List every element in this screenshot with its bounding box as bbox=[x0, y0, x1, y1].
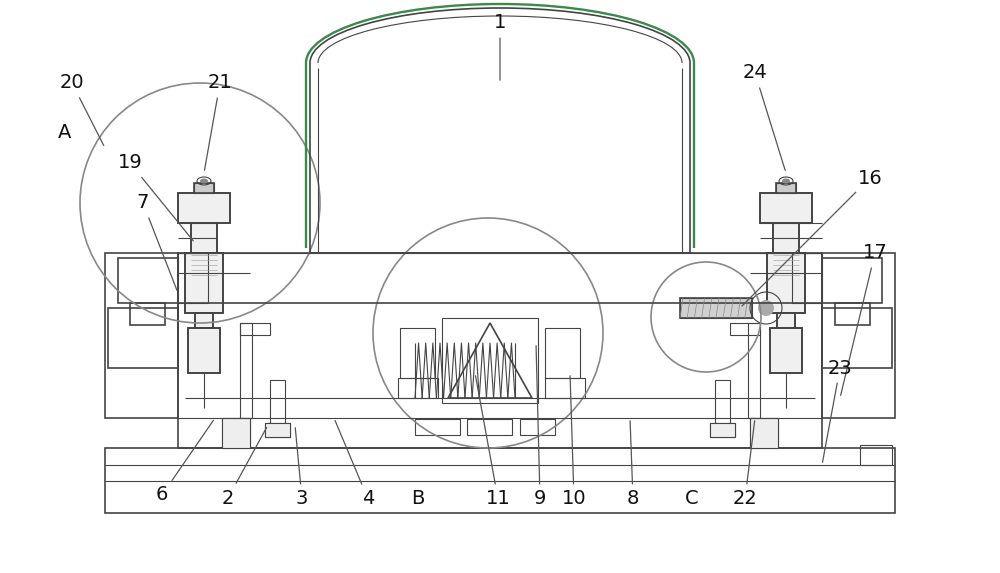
Text: 6: 6 bbox=[156, 420, 213, 504]
Bar bbox=[240, 323, 252, 418]
Circle shape bbox=[758, 300, 774, 316]
Bar bbox=[767, 253, 805, 313]
Text: 20: 20 bbox=[60, 73, 104, 146]
Bar bbox=[770, 328, 802, 373]
Bar bbox=[400, 328, 435, 378]
Text: 9: 9 bbox=[534, 346, 546, 508]
Bar bbox=[773, 223, 799, 253]
Bar bbox=[860, 445, 892, 465]
Bar bbox=[710, 423, 735, 437]
Bar bbox=[178, 193, 230, 223]
Text: 7: 7 bbox=[137, 194, 177, 291]
Bar bbox=[792, 253, 822, 303]
Bar bbox=[185, 253, 223, 313]
Bar bbox=[777, 313, 795, 328]
Bar bbox=[822, 258, 882, 303]
Text: 21: 21 bbox=[204, 73, 232, 170]
Bar bbox=[776, 183, 796, 193]
Bar bbox=[776, 183, 796, 193]
Text: 23: 23 bbox=[823, 359, 852, 462]
Bar bbox=[194, 183, 214, 193]
Bar bbox=[222, 418, 250, 448]
Bar bbox=[715, 380, 730, 425]
Bar bbox=[240, 323, 270, 335]
Bar bbox=[545, 378, 585, 398]
Bar bbox=[265, 423, 290, 437]
Bar bbox=[178, 253, 208, 303]
Bar bbox=[773, 223, 799, 253]
Text: 17: 17 bbox=[841, 244, 887, 395]
Bar bbox=[188, 328, 220, 373]
Bar bbox=[545, 328, 580, 378]
Text: 22: 22 bbox=[733, 421, 757, 508]
Text: 24: 24 bbox=[743, 64, 785, 170]
Bar bbox=[467, 419, 512, 435]
Bar bbox=[770, 328, 802, 373]
Bar bbox=[185, 253, 223, 313]
Bar bbox=[194, 183, 214, 193]
Bar bbox=[191, 223, 217, 253]
Bar bbox=[118, 258, 178, 303]
Bar bbox=[105, 448, 895, 513]
Bar bbox=[178, 253, 822, 448]
Bar bbox=[105, 253, 178, 418]
Bar bbox=[188, 328, 220, 373]
Text: C: C bbox=[685, 489, 699, 508]
Bar bbox=[178, 193, 230, 223]
Bar bbox=[710, 423, 735, 437]
Text: 10: 10 bbox=[562, 376, 586, 508]
Bar bbox=[730, 323, 760, 335]
Bar bbox=[195, 313, 213, 328]
Bar bbox=[835, 303, 870, 325]
Bar bbox=[520, 419, 555, 435]
Bar bbox=[222, 418, 250, 448]
Bar bbox=[680, 298, 752, 318]
Bar bbox=[680, 298, 752, 318]
Bar bbox=[130, 303, 165, 325]
Ellipse shape bbox=[782, 179, 790, 183]
Bar bbox=[760, 193, 812, 223]
Ellipse shape bbox=[200, 179, 208, 183]
Bar bbox=[191, 223, 217, 253]
Bar bbox=[767, 253, 805, 313]
Text: A: A bbox=[58, 124, 72, 143]
Text: 1: 1 bbox=[494, 14, 506, 80]
Text: 16: 16 bbox=[742, 168, 882, 306]
Bar bbox=[822, 308, 892, 368]
Text: 11: 11 bbox=[475, 376, 510, 508]
Text: B: B bbox=[411, 489, 425, 508]
Bar bbox=[265, 423, 290, 437]
Bar bbox=[108, 308, 178, 368]
Bar bbox=[822, 253, 895, 418]
Bar bbox=[442, 318, 538, 403]
Bar bbox=[398, 378, 438, 398]
Text: 2: 2 bbox=[222, 427, 267, 508]
Bar bbox=[270, 380, 285, 425]
Bar bbox=[777, 313, 795, 328]
Bar bbox=[760, 193, 812, 223]
Text: 19: 19 bbox=[118, 154, 193, 241]
Bar bbox=[195, 313, 213, 328]
Text: 3: 3 bbox=[295, 428, 308, 508]
Bar bbox=[748, 323, 760, 418]
Bar bbox=[750, 418, 778, 448]
Text: 4: 4 bbox=[335, 421, 374, 508]
Text: 8: 8 bbox=[627, 421, 639, 508]
Bar bbox=[415, 419, 460, 435]
Bar bbox=[750, 418, 778, 448]
